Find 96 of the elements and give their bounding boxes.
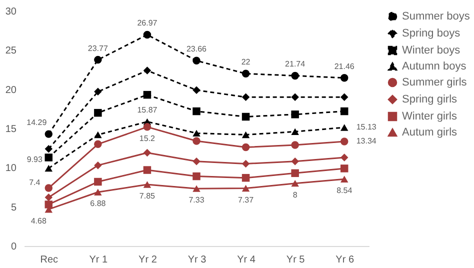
point: [94, 56, 102, 64]
point: [94, 88, 102, 96]
point: [192, 185, 200, 192]
legend-label: Spring girls: [402, 94, 458, 106]
point: [340, 74, 348, 82]
point: [192, 158, 200, 166]
point: [94, 131, 102, 138]
point: [291, 169, 299, 178]
data-label: 26.97: [137, 18, 158, 28]
point: [340, 154, 348, 162]
legend-label: Summer girls: [402, 76, 468, 88]
point: [94, 188, 102, 196]
data-label: 7.33: [188, 196, 205, 205]
point: [242, 93, 250, 102]
point: [242, 70, 250, 78]
point: [143, 66, 152, 74]
x-tick-label: Rec: [40, 254, 58, 266]
point: [340, 107, 348, 116]
point: [192, 130, 200, 137]
point: [143, 166, 152, 174]
point: [44, 194, 53, 202]
data-label: 7.37: [238, 195, 254, 204]
point: [242, 131, 250, 138]
data-label: 21.46: [334, 62, 355, 71]
point: [340, 164, 348, 172]
point: [291, 180, 299, 187]
y-tick-label: 5: [10, 202, 17, 214]
point: [291, 110, 299, 118]
point: [94, 178, 102, 186]
point: [143, 148, 152, 157]
point: [242, 112, 250, 121]
data-label: 15.87: [137, 106, 158, 115]
point: [143, 90, 152, 99]
point: [143, 123, 152, 131]
y-tick-label: 10: [5, 163, 17, 174]
data-label: 23.66: [186, 44, 208, 54]
data-label: 13.34: [356, 136, 377, 146]
point: [291, 128, 299, 135]
point: [192, 137, 200, 145]
point: [291, 72, 299, 80]
x-tick-label: Yr 5: [286, 254, 306, 266]
point: [242, 184, 250, 192]
point: [192, 86, 200, 94]
legend-label: Autumn boys: [402, 60, 467, 72]
point: [44, 130, 53, 138]
y-tick-label: 30: [5, 6, 17, 18]
x-tick-label: Yr 2: [138, 254, 158, 266]
point: [192, 172, 200, 180]
y-tick-label: 0: [10, 242, 17, 252]
x-tick-label: Yr 4: [237, 254, 256, 266]
point: [291, 141, 299, 149]
data-label: 7.4: [29, 178, 41, 188]
point: [44, 184, 53, 192]
point: [340, 124, 348, 131]
legend-label: Winter boys: [402, 44, 461, 56]
legend-label: Spring boys: [402, 28, 461, 40]
point: [291, 158, 299, 166]
point: [340, 138, 348, 146]
point: [94, 140, 102, 148]
point: [291, 93, 299, 102]
y-tick-label: 20: [5, 84, 17, 96]
point: [340, 93, 348, 102]
y-tick-label: 15: [5, 124, 17, 135]
legend-label: Summer boys: [402, 10, 470, 22]
point: [242, 160, 250, 168]
legend-label: Winter girls: [402, 110, 458, 122]
data-label: 15.13: [356, 122, 377, 132]
point: [143, 181, 152, 188]
point: [242, 174, 250, 182]
data-label: 22: [241, 58, 251, 67]
point: [44, 164, 53, 172]
data-label: 4.68: [30, 216, 47, 226]
point: [340, 176, 348, 182]
x-tick-label: Yr 3: [188, 254, 207, 266]
point: [44, 200, 53, 208]
data-label: 8.54: [336, 186, 353, 196]
point: [94, 108, 102, 117]
point: [143, 30, 152, 39]
point: [44, 154, 53, 162]
data-label: 8: [292, 190, 298, 200]
data-label: 9.93: [26, 155, 43, 164]
x-tick-label: Yr 1: [89, 254, 108, 266]
data-label: 23.77: [88, 44, 108, 53]
data-label: 6.88: [90, 199, 106, 208]
point: [44, 144, 53, 153]
data-label: 14.29: [26, 118, 48, 128]
data-label: 7.85: [139, 192, 156, 201]
legend-label: Autum girls: [402, 126, 458, 138]
point: [242, 143, 250, 152]
data-label: 21.74: [285, 60, 306, 69]
y-tick-label: 25: [5, 46, 17, 57]
point: [192, 107, 200, 116]
point: [94, 161, 102, 170]
data-label: 15.2: [139, 134, 156, 143]
point: [192, 56, 200, 65]
x-tick-label: Yr 6: [336, 254, 354, 266]
